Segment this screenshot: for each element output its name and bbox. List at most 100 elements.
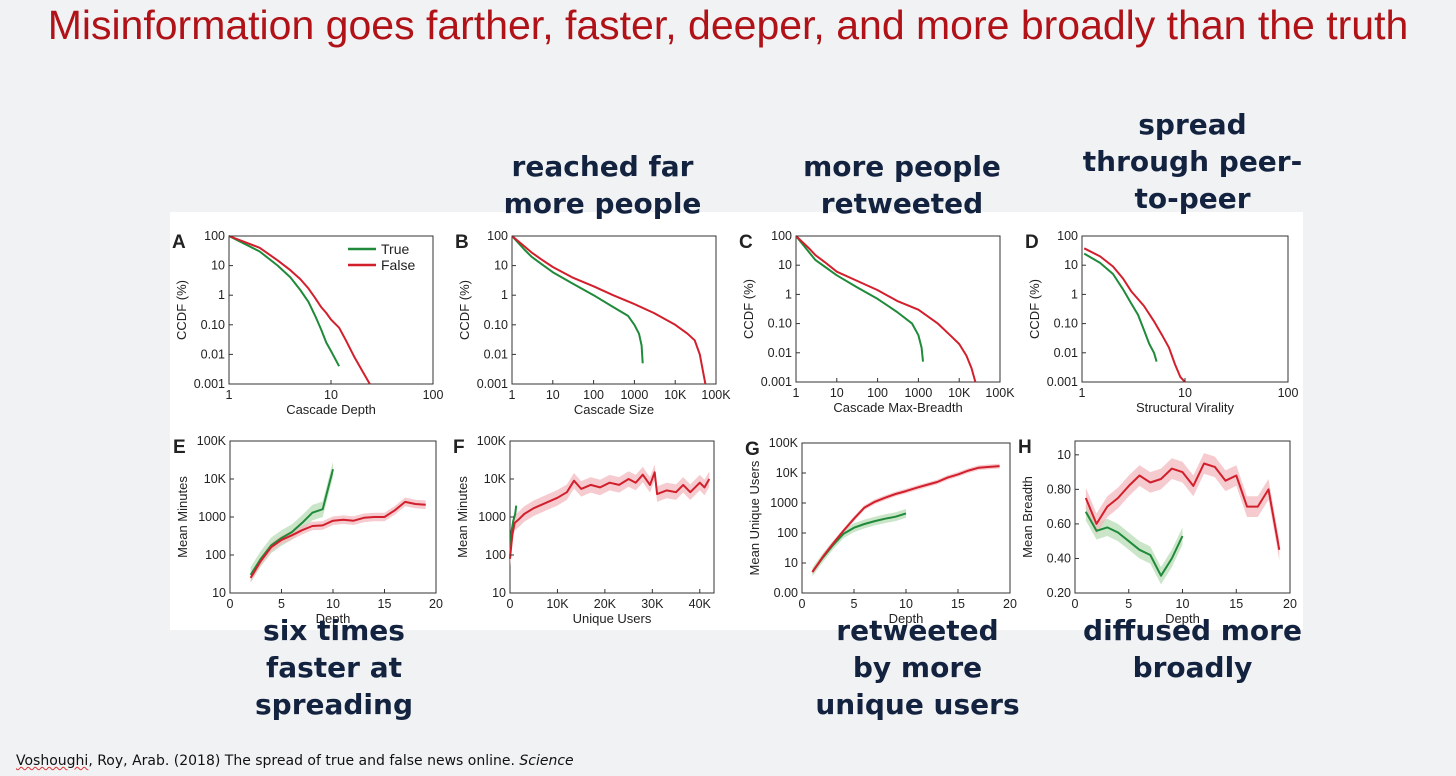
annotation-reached-far: reached far more people	[503, 150, 702, 220]
series-false-c	[795, 235, 977, 383]
y-tick-label-c: 100	[771, 229, 792, 243]
y-tick-label-f: 1000	[478, 510, 506, 524]
y-tick-label-g: 10K	[776, 466, 799, 480]
x-axis-label-f: Unique Users	[573, 611, 652, 626]
annotation-faster-spreading: six times faster at spreading	[254, 614, 414, 721]
y-axis-label-b: CCDF (%)	[457, 280, 472, 340]
y-axis-label-e: Mean Minutes	[175, 476, 190, 558]
x-tick-label-e: 0	[227, 597, 234, 611]
y-tick-label-f: 100K	[477, 434, 507, 448]
band-false-e	[250, 497, 426, 583]
y-tick-label-g: 1000	[770, 496, 798, 510]
y-tick-label-a: 0.10	[201, 318, 225, 332]
x-tick-label-b: 1000	[620, 388, 648, 402]
x-axis-label-b: Cascade Size	[574, 402, 654, 417]
x-tick-label-f: 20K	[594, 597, 617, 611]
y-tick-label-c: 1	[785, 287, 792, 301]
x-tick-label-f: 30K	[641, 597, 664, 611]
x-tick-label-b: 1	[509, 388, 516, 402]
annotation-more-broadly: diffused more broadly	[1083, 614, 1302, 684]
band-false-g	[812, 463, 1000, 575]
x-tick-label-h: 20	[1283, 597, 1297, 611]
y-tick-label-c: 0.10	[768, 317, 792, 331]
panel-letter-a: A	[172, 232, 186, 253]
series-true-h	[1084, 511, 1184, 577]
x-axis-label-d: Structural Virality	[1136, 400, 1235, 415]
x-tick-label-c: 1000	[904, 386, 932, 400]
citation: Voshoughi, Roy, Arab. (2018) The spread …	[16, 753, 574, 769]
chart-f: F 0 10K 20K 30K 40K 100K 10K 1000 100 10 Unique Use…	[453, 434, 715, 626]
chart-b: B 1 10 100 1000 10K 100K 100 10 1 0.10 0.01 0.001 Cas…	[455, 229, 731, 417]
y-tick-label-e: 10	[212, 586, 226, 600]
y-axis-label-f: Mean Minutes	[455, 476, 470, 558]
citation-first-author: Voshoughi	[16, 753, 89, 769]
x-tick-label-g: 15	[951, 597, 965, 611]
series-true-b	[511, 235, 644, 364]
band-true-g	[812, 509, 906, 577]
panel-letter-g: G	[745, 439, 760, 460]
y-tick-label-f: 100	[485, 548, 506, 562]
chart-c: C 1 10 100 1000 10K 100K 100 10 1 0.10 0.01 0.001 Cas…	[739, 229, 1015, 415]
y-axis-label-a: CCDF (%)	[174, 280, 189, 340]
series-false-f	[509, 471, 711, 559]
y-tick-label-d: 1	[1071, 287, 1078, 301]
y-tick-label-d: 0.001	[1047, 375, 1078, 389]
x-tick-label-g: 10	[899, 597, 913, 611]
panel-letter-h: H	[1018, 437, 1032, 458]
x-tick-label-d: 1	[1079, 386, 1086, 400]
x-tick-label-b: 100K	[701, 388, 731, 402]
y-tick-label-g: 0.00	[774, 586, 798, 600]
y-tick-label-e: 100	[205, 548, 226, 562]
x-axis-label-c: Cascade Max-Breadth	[833, 400, 962, 415]
panel-letter-b: B	[455, 232, 469, 253]
x-tick-label-a: 1	[226, 388, 233, 402]
plot-frame-b	[511, 235, 717, 385]
citation-text: , Roy, Arab. (2018) The spread of true a…	[88, 753, 520, 769]
x-tick-label-h: 10	[1176, 597, 1190, 611]
chart-d: D 1 10 100 100 10 1 0.10 0.01 0.001 Structural Vir…	[1025, 229, 1298, 415]
y-tick-label-h: 0.20	[1047, 586, 1071, 600]
y-tick-label-h: 0.40	[1047, 551, 1071, 565]
x-tick-label-g: 0	[799, 597, 806, 611]
y-axis-label-h: Mean Breadth	[1020, 476, 1035, 558]
panel-letter-d: D	[1025, 232, 1039, 253]
plot-frame-f	[509, 440, 715, 594]
x-tick-label-a: 10	[324, 388, 338, 402]
y-tick-label-g: 10	[784, 556, 798, 570]
plot-frame-d	[1081, 235, 1289, 383]
y-tick-label-c: 10	[778, 258, 792, 272]
y-tick-label-h: 0.60	[1047, 517, 1071, 531]
x-tick-label-d: 10	[1178, 386, 1192, 400]
x-axis-label-h: Depth	[1165, 611, 1200, 626]
x-tick-label-f: 0	[507, 597, 514, 611]
band-true-h	[1085, 503, 1183, 585]
y-tick-label-d: 100	[1057, 229, 1078, 243]
y-tick-label-a: 10	[211, 259, 225, 273]
citation-journal: Science	[519, 753, 574, 769]
x-tick-label-b: 10K	[664, 388, 687, 402]
plot-frame-c	[795, 235, 1001, 383]
x-tick-label-f: 40K	[689, 597, 712, 611]
series-false-d	[1083, 247, 1186, 383]
x-tick-label-c: 10K	[948, 386, 971, 400]
y-tick-label-d: 0.01	[1054, 346, 1078, 360]
y-tick-label-b: 100	[487, 229, 508, 243]
legend-label-true: True	[381, 241, 409, 257]
y-axis-label-d: CCDF (%)	[1027, 279, 1042, 339]
series-false-g	[811, 465, 1000, 573]
x-tick-label-h: 15	[1229, 597, 1243, 611]
legend-label-false: False	[381, 257, 415, 273]
y-tick-label-b: 0.001	[477, 377, 508, 391]
panel-letter-c: C	[739, 232, 753, 253]
y-axis-label-c: CCDF (%)	[741, 279, 756, 339]
x-tick-label-c: 10	[830, 386, 844, 400]
y-tick-label-b: 0.01	[484, 347, 508, 361]
x-axis-label-a: Cascade Depth	[286, 402, 376, 417]
x-axis-label-e: Depth	[316, 611, 351, 626]
x-tick-label-e: 20	[429, 597, 443, 611]
y-tick-label-a: 1	[218, 288, 225, 302]
series-true-e	[249, 469, 334, 576]
y-tick-label-b: 0.10	[484, 318, 508, 332]
series-false-a	[228, 235, 371, 385]
y-tick-label-e: 100K	[197, 434, 227, 448]
